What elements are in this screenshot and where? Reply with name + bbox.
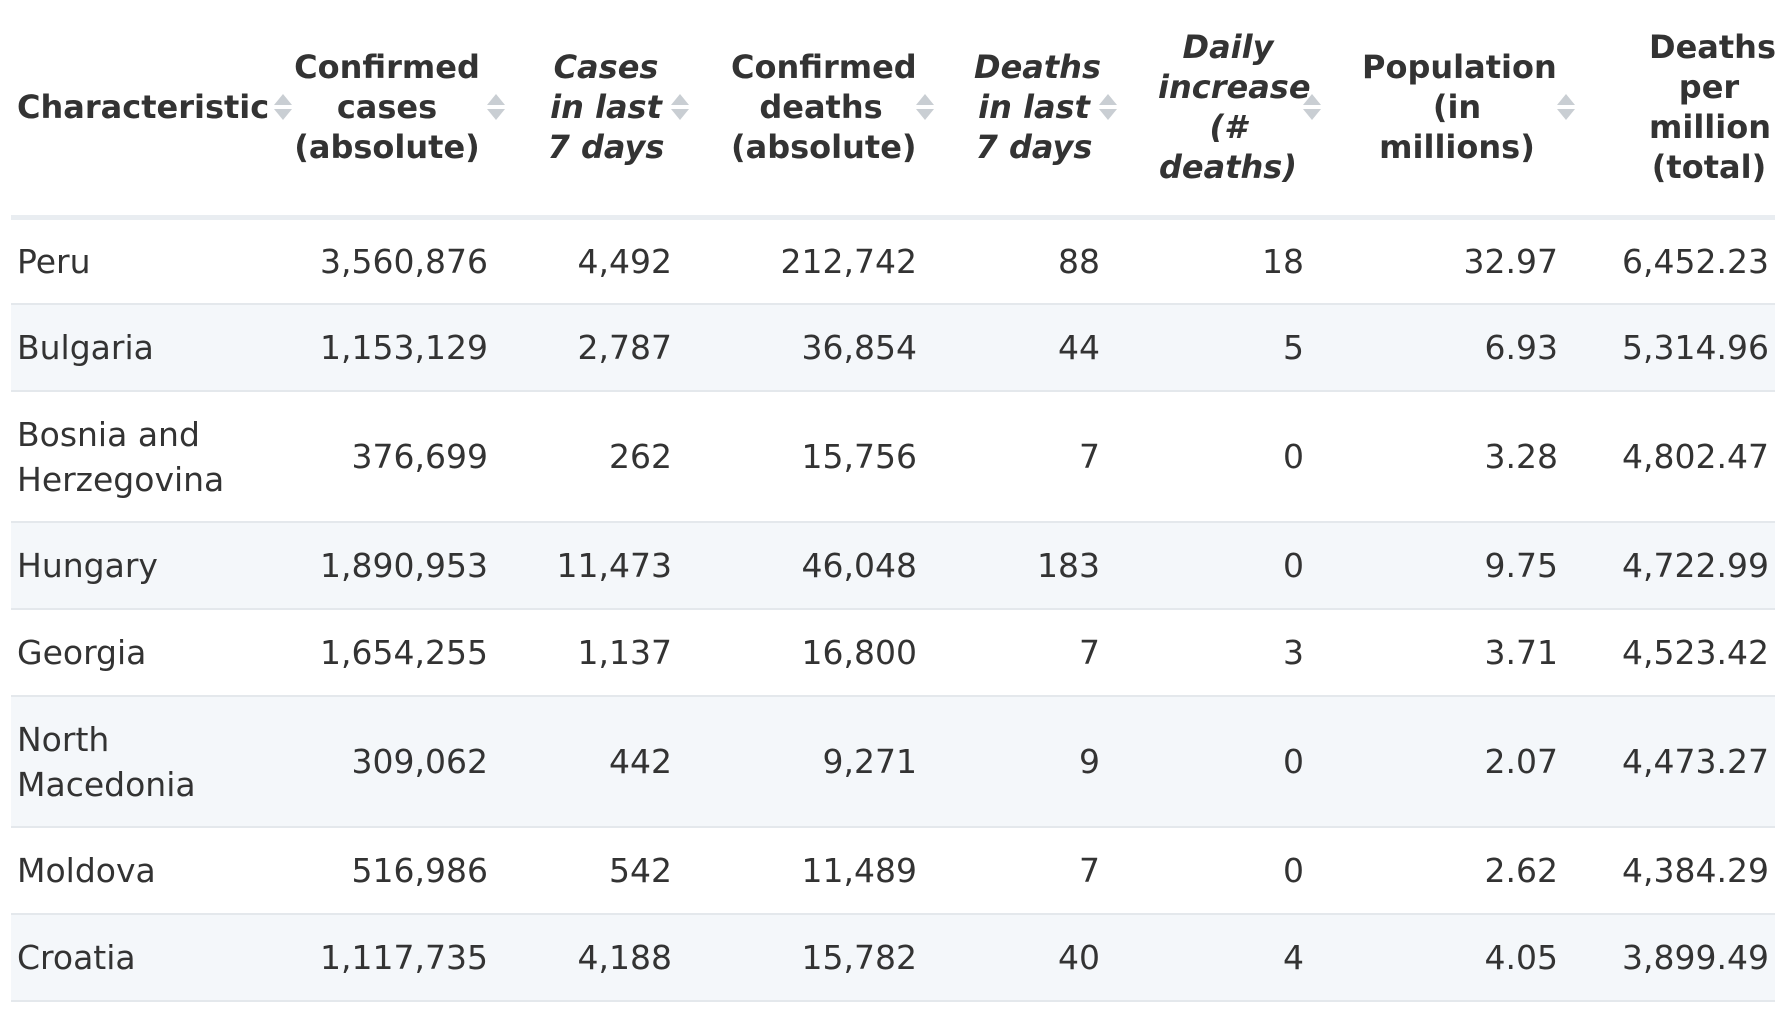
sort-arrows-icon[interactable]: [670, 92, 689, 122]
column-header-label: Population (in millions): [1362, 48, 1557, 167]
table-row: Peru 3,560,876 4,492 212,742 88 18 32.97…: [11, 217, 1775, 305]
sort-arrows-icon[interactable]: [1302, 92, 1321, 122]
population-cell: 4.05: [1326, 914, 1580, 1002]
population-cell: 2.07: [1326, 696, 1580, 828]
deaths-per-million-cell: 4,722.99: [1580, 522, 1775, 610]
country-cell: Croatia: [11, 914, 263, 1002]
column-header-label: Deaths per million (total): [1649, 28, 1776, 187]
confirmed-cases-cell: 1,117,735: [263, 914, 510, 1002]
confirmed-deaths-cell: 11,489: [694, 827, 939, 915]
population-cell: 3.28: [1326, 391, 1580, 523]
cases-last-7-days-cell: 11,473: [510, 522, 694, 610]
country-cell: Hungary: [11, 522, 263, 610]
daily-increase-cell: 0: [1122, 827, 1326, 915]
column-header-population[interactable]: Population (in millions): [1326, 0, 1580, 220]
deaths-per-million-cell: 3,899.49: [1580, 914, 1775, 1002]
column-header-cases-last-7-days[interactable]: Cases in last 7 days: [510, 0, 694, 220]
country-cell: Bosnia and Herzegovina: [11, 391, 263, 523]
column-header-daily-increase[interactable]: Daily increase (# deaths): [1122, 0, 1326, 220]
statistics-table-container: Characteristic Confirmed cases (absolute…: [11, 0, 1776, 1002]
covid-statistics-table: Characteristic Confirmed cases (absolute…: [11, 0, 1776, 1002]
confirmed-deaths-cell: 46,048: [694, 522, 939, 610]
confirmed-cases-cell: 516,986: [263, 827, 510, 915]
confirmed-deaths-cell: 36,854: [694, 304, 939, 392]
daily-increase-cell: 4: [1122, 914, 1326, 1002]
table-row: Bosnia and Herzegovina 376,699 262 15,75…: [11, 391, 1775, 523]
table-row: Croatia 1,117,735 4,188 15,782 40 4 4.05…: [11, 914, 1775, 1002]
column-header-deaths-per-million[interactable]: Deaths per million (total): [1580, 0, 1776, 220]
column-header-confirmed-deaths[interactable]: Confirmed deaths (absolute): [694, 0, 939, 220]
table-row: Georgia 1,654,255 1,137 16,800 7 3 3.71 …: [11, 609, 1775, 697]
cases-last-7-days-cell: 4,188: [510, 914, 694, 1002]
deaths-last-7-days-cell: 7: [939, 391, 1122, 523]
deaths-per-million-cell: 5,314.96: [1580, 304, 1775, 392]
deaths-last-7-days-cell: 44: [939, 304, 1122, 392]
column-header-characteristic[interactable]: Characteristic: [11, 0, 293, 220]
column-header-label: Daily increase (# deaths): [1158, 28, 1311, 187]
cases-last-7-days-cell: 4,492: [510, 217, 694, 305]
country-cell: Peru: [11, 217, 263, 305]
column-header-confirmed-cases[interactable]: Confirmed cases (absolute): [263, 0, 510, 220]
column-header-label: Confirmed cases (absolute): [294, 48, 480, 167]
population-cell: 32.97: [1326, 217, 1580, 305]
sort-arrows-icon[interactable]: [915, 92, 934, 122]
daily-increase-cell: 5: [1122, 304, 1326, 392]
cases-last-7-days-cell: 2,787: [510, 304, 694, 392]
column-header-label: Deaths in last 7 days: [974, 48, 1101, 167]
deaths-per-million-cell: 4,523.42: [1580, 609, 1775, 697]
deaths-per-million-cell: 6,452.23: [1580, 217, 1775, 305]
population-cell: 3.71: [1326, 609, 1580, 697]
confirmed-deaths-cell: 9,271: [694, 696, 939, 828]
daily-increase-cell: 3: [1122, 609, 1326, 697]
confirmed-cases-cell: 1,153,129: [263, 304, 510, 392]
deaths-per-million-cell: 4,473.27: [1580, 696, 1775, 828]
deaths-last-7-days-cell: 183: [939, 522, 1122, 610]
population-cell: 2.62: [1326, 827, 1580, 915]
confirmed-deaths-cell: 212,742: [694, 217, 939, 305]
deaths-last-7-days-cell: 9: [939, 696, 1122, 828]
cases-last-7-days-cell: 262: [510, 391, 694, 523]
deaths-last-7-days-cell: 88: [939, 217, 1122, 305]
table-row: Hungary 1,890,953 11,473 46,048 183 0 9.…: [11, 522, 1775, 610]
country-cell: Bulgaria: [11, 304, 263, 392]
deaths-last-7-days-cell: 7: [939, 609, 1122, 697]
table-header-row: Characteristic Confirmed cases (absolute…: [11, 0, 1776, 220]
cases-last-7-days-cell: 1,137: [510, 609, 694, 697]
column-header-deaths-last-7-days[interactable]: Deaths in last 7 days: [939, 0, 1122, 220]
confirmed-deaths-cell: 15,782: [694, 914, 939, 1002]
daily-increase-cell: 0: [1122, 696, 1326, 828]
table-row: Bulgaria 1,153,129 2,787 36,854 44 5 6.9…: [11, 304, 1775, 392]
cases-last-7-days-cell: 542: [510, 827, 694, 915]
column-header-label: Characteristic: [17, 88, 270, 127]
sort-arrows-icon[interactable]: [1556, 92, 1575, 122]
deaths-last-7-days-cell: 7: [939, 827, 1122, 915]
column-header-label: Cases in last 7 days: [547, 48, 665, 167]
confirmed-cases-cell: 309,062: [263, 696, 510, 828]
deaths-last-7-days-cell: 40: [939, 914, 1122, 1002]
confirmed-deaths-cell: 16,800: [694, 609, 939, 697]
deaths-per-million-cell: 4,802.47: [1580, 391, 1775, 523]
confirmed-cases-cell: 1,654,255: [263, 609, 510, 697]
confirmed-cases-cell: 376,699: [263, 391, 510, 523]
column-header-label: Confirmed deaths (absolute): [731, 48, 917, 167]
confirmed-deaths-cell: 15,756: [694, 391, 939, 523]
daily-increase-cell: 0: [1122, 391, 1326, 523]
population-cell: 9.75: [1326, 522, 1580, 610]
cases-last-7-days-cell: 442: [510, 696, 694, 828]
country-cell: Georgia: [11, 609, 263, 697]
table-row: Moldova 516,986 542 11,489 7 0 2.62 4,38…: [11, 827, 1775, 915]
table-row: North Macedonia 309,062 442 9,271 9 0 2.…: [11, 696, 1775, 828]
sort-arrows-icon[interactable]: [486, 92, 505, 122]
population-cell: 6.93: [1326, 304, 1580, 392]
deaths-per-million-cell: 4,384.29: [1580, 827, 1775, 915]
daily-increase-cell: 18: [1122, 217, 1326, 305]
confirmed-cases-cell: 3,560,876: [263, 217, 510, 305]
sort-arrows-icon[interactable]: [1098, 92, 1117, 122]
country-cell: Moldova: [11, 827, 263, 915]
confirmed-cases-cell: 1,890,953: [263, 522, 510, 610]
daily-increase-cell: 0: [1122, 522, 1326, 610]
table-body: Peru 3,560,876 4,492 212,742 88 18 32.97…: [11, 217, 1775, 1002]
country-cell: North Macedonia: [11, 696, 263, 828]
